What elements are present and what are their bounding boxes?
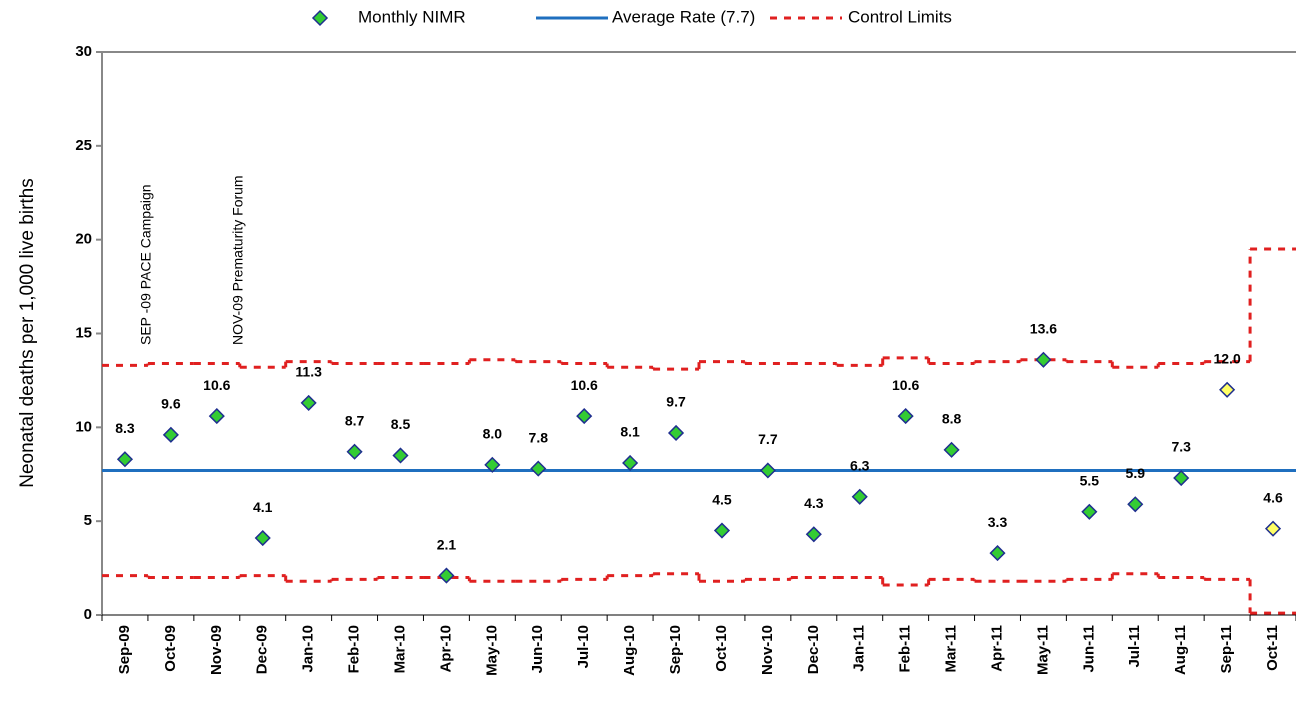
data-label: 4.5 [712,491,732,507]
data-label: 10.6 [571,377,598,393]
x-tick-label: Oct-09 [162,625,179,672]
x-tick-label: Oct-10 [713,625,730,672]
data-label: 5.5 [1080,472,1100,488]
data-point [1264,520,1282,537]
data-label: 6.3 [850,457,870,473]
data-point [851,488,868,505]
data-point [1127,496,1144,513]
data-label: 5.9 [1126,465,1146,481]
data-label: 10.6 [892,377,919,393]
y-tick-label: 20 [75,231,92,248]
data-point [1081,503,1098,520]
data-point [438,567,455,584]
data-point [759,462,776,479]
x-tick-label: Sep-11 [1218,625,1235,673]
data-label: 12.0 [1213,351,1240,367]
data-point [392,447,409,464]
legend-marker [311,9,329,27]
data-label: 8.8 [942,411,962,427]
data-point [208,408,225,425]
data-point [300,394,317,411]
data-label: 4.6 [1263,489,1283,505]
data-point [116,451,134,468]
x-tick-label: Jan-11 [851,625,868,672]
y-tick-label: 25 [75,137,92,154]
annotation: NOV-09 Prematurity Forum [230,175,246,345]
x-tick-label: Mar-10 [391,625,408,673]
data-point [1173,469,1190,487]
x-tick-label: Mar-11 [943,625,960,673]
data-label: 8.5 [391,416,411,432]
x-tick-label: Oct-11 [1264,625,1281,671]
x-tick-label: May-10 [483,625,500,676]
data-point [484,456,501,473]
y-axis-title: Neonatal deaths per 1,000 live births [17,178,38,487]
y-tick-label: 10 [75,418,92,435]
x-tick-label: Dec-09 [254,625,271,674]
y-tick-label: 30 [75,43,92,60]
data-point [989,545,1006,562]
data-point [667,424,685,442]
x-tick-label: Jan-10 [300,625,317,673]
data-point [162,426,179,443]
data-point [530,460,547,477]
y-tick-label: 0 [84,606,92,623]
data-label: 9.7 [666,394,686,410]
x-tick-label: Sep-10 [667,625,684,674]
x-tick-label: Jul-11 [1126,625,1143,668]
x-tick-label: Feb-10 [346,625,363,673]
data-label: 2.1 [437,536,457,552]
data-label: 4.1 [253,499,273,515]
x-tick-label: Jun-10 [529,625,546,673]
legend-label: Average Rate (7.7) [612,7,755,26]
data-label: 3.3 [988,514,1008,530]
x-tick-label: Jun-11 [1080,625,1097,673]
data-label: 8.1 [620,424,640,440]
legend-label: Control Limits [848,7,952,26]
data-label: 10.6 [203,377,230,393]
data-point [1219,381,1236,398]
data-label: 8.0 [483,426,503,442]
data-label: 7.7 [758,431,778,447]
data-label: 4.3 [804,495,824,511]
y-tick-label: 15 [75,324,92,341]
data-label: 8.7 [345,412,365,428]
data-point [576,408,593,425]
x-tick-label: Aug-10 [621,625,638,676]
data-label: 8.3 [115,420,135,436]
x-tick-label: Sep-09 [116,625,133,674]
data-label: 13.6 [1030,320,1057,336]
x-tick-label: Feb-11 [897,625,914,673]
x-tick-label: May-11 [1034,625,1051,675]
data-label: 11.3 [295,364,322,380]
data-point [346,443,363,460]
x-tick-label: Nov-09 [208,625,225,675]
data-point [943,441,960,458]
data-point [897,408,914,425]
x-tick-label: Apr-10 [437,625,454,673]
x-tick-label: Dec-10 [805,625,822,674]
data-point [254,529,271,547]
data-point [713,522,731,539]
x-tick-label: Apr-11 [988,625,1005,672]
annotation: SEP -09 PACE Campaign [138,184,154,345]
y-tick-label: 5 [84,512,92,529]
data-label: 7.8 [529,429,549,445]
data-point [805,526,822,543]
data-label: 9.6 [161,396,181,412]
x-tick-label: Nov-10 [759,625,776,675]
x-tick-label: Jul-10 [575,625,592,668]
data-point [622,454,639,472]
data-label: 7.3 [1171,439,1191,455]
legend-label: Monthly NIMR [358,7,466,26]
x-tick-label: Aug-11 [1172,625,1189,675]
data-point [1035,351,1052,368]
